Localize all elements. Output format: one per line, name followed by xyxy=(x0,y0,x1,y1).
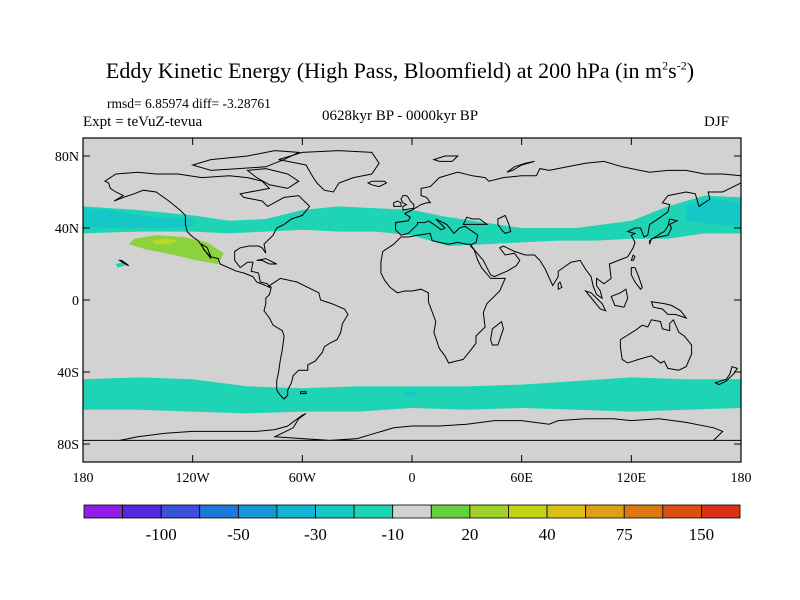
africa-coast xyxy=(380,232,506,364)
south-atlantic-spot xyxy=(404,391,418,396)
colorbar-swatch xyxy=(160,504,201,519)
lat-tick-label: 0 xyxy=(72,294,79,309)
new-guinea-coast xyxy=(650,301,688,319)
lon-tick-label: 180 xyxy=(73,471,94,486)
hawaii-coast xyxy=(117,259,130,267)
colorbar-label: -30 xyxy=(304,525,327,544)
lon-tick-label: 180 xyxy=(731,471,752,486)
colorbar-swatch xyxy=(469,504,509,519)
hawaii-spot xyxy=(115,262,125,268)
colorbar-label: 40 xyxy=(539,525,556,544)
novaya-zemlya-coast xyxy=(506,160,535,173)
antarctica-coast xyxy=(83,412,741,441)
title-unit-s: s xyxy=(668,58,677,83)
map-background xyxy=(83,138,741,462)
title-main: Eddy Kinetic Energy (High Pass, Bloomfie… xyxy=(105,58,663,83)
rmsd-diff-stats: rmsd= 6.85974 diff= -3.28761 xyxy=(107,96,271,111)
period-label: 0628kyr BP - 0000kyr BP xyxy=(322,108,479,124)
colorbar-label: 20 xyxy=(461,525,478,544)
colorbar-swatch xyxy=(199,504,239,519)
colorbar-swatch xyxy=(701,504,741,519)
colorbar-swatch xyxy=(353,504,394,519)
canadian-arctic-coast xyxy=(190,150,301,171)
colorbar-swatch xyxy=(430,504,471,519)
lat-tick-label: 80N xyxy=(55,150,79,165)
axis-ticks: 80N 40N 0 40S 80S 180 120W 60W 0 60E 120E 180 xyxy=(55,138,752,486)
eurasia-coast xyxy=(395,160,741,300)
borneo-coast xyxy=(610,288,629,308)
sri-lanka-coast xyxy=(557,281,563,290)
lat-tick-label: 40S xyxy=(57,366,79,381)
new-zealand-coast xyxy=(714,365,739,386)
plot-title: Eddy Kinetic Energy (High Pass, Bloomfie… xyxy=(0,58,800,84)
title-close: ) xyxy=(686,58,695,83)
black-sea-coast xyxy=(462,216,489,225)
lon-tick-label: 60E xyxy=(510,471,533,486)
colorbar-swatch xyxy=(623,504,664,519)
colorbar-label: -100 xyxy=(146,525,177,544)
coastline-layer xyxy=(83,150,741,441)
cuba-coast xyxy=(256,258,277,265)
colorbar-swatch xyxy=(546,504,587,519)
season-label: DJF xyxy=(704,114,730,130)
lat-tick-label: 40N xyxy=(55,222,79,237)
subtropical-pacific-positive xyxy=(128,235,224,264)
colorbar-label: -10 xyxy=(381,525,404,544)
colorbar-label: 75 xyxy=(616,525,633,544)
lat-tick-label: 80S xyxy=(57,438,79,453)
experiment-label: Expt = teVuZ-tevua xyxy=(83,114,203,130)
sumatra-coast xyxy=(584,289,607,312)
title-exp2: -2 xyxy=(676,58,687,73)
lon-tick-label: 60W xyxy=(289,471,317,486)
falklands-coast xyxy=(300,391,307,395)
japan-coast xyxy=(649,218,679,245)
australia-coast xyxy=(619,318,693,371)
ireland-coast xyxy=(393,200,402,207)
lon-tick-label: 120W xyxy=(176,471,211,486)
north-america-coast xyxy=(103,171,311,289)
lon-tick-label: 120E xyxy=(617,471,647,486)
colorbar-swatch xyxy=(122,504,162,519)
north-pacific-core xyxy=(83,208,193,228)
title-exp1: 2 xyxy=(662,58,669,73)
colorbar-swatch xyxy=(585,504,625,519)
colorbar: -100 -50 -30 -10 20 40 75 150 xyxy=(83,504,741,544)
north-pacific-cyan xyxy=(83,195,741,246)
caspian-coast xyxy=(497,214,512,234)
colorbar-swatch xyxy=(315,504,355,519)
svalbard-coast xyxy=(432,155,459,162)
colorbar-swatch xyxy=(392,504,432,519)
colorbar-label: 150 xyxy=(689,525,715,544)
colorbar-swatch xyxy=(83,504,123,519)
colorbar-swatch xyxy=(237,504,278,519)
british-isles-coast xyxy=(400,195,415,211)
colorbar-swatch xyxy=(508,504,548,519)
greenland-coast xyxy=(278,150,380,193)
madagascar-coast xyxy=(490,320,504,346)
lon-tick-label: 0 xyxy=(409,471,416,486)
baffin-coast xyxy=(246,168,300,189)
iceland-coast xyxy=(366,180,388,188)
colorbar-swatch xyxy=(662,504,702,519)
colorbar-swatch xyxy=(276,504,316,519)
subtropical-pacific-core xyxy=(150,238,178,245)
philippines-coast xyxy=(630,267,643,290)
taiwan-coast xyxy=(630,254,636,261)
colorbar-label: -50 xyxy=(227,525,250,544)
south-america-coast xyxy=(263,277,349,400)
